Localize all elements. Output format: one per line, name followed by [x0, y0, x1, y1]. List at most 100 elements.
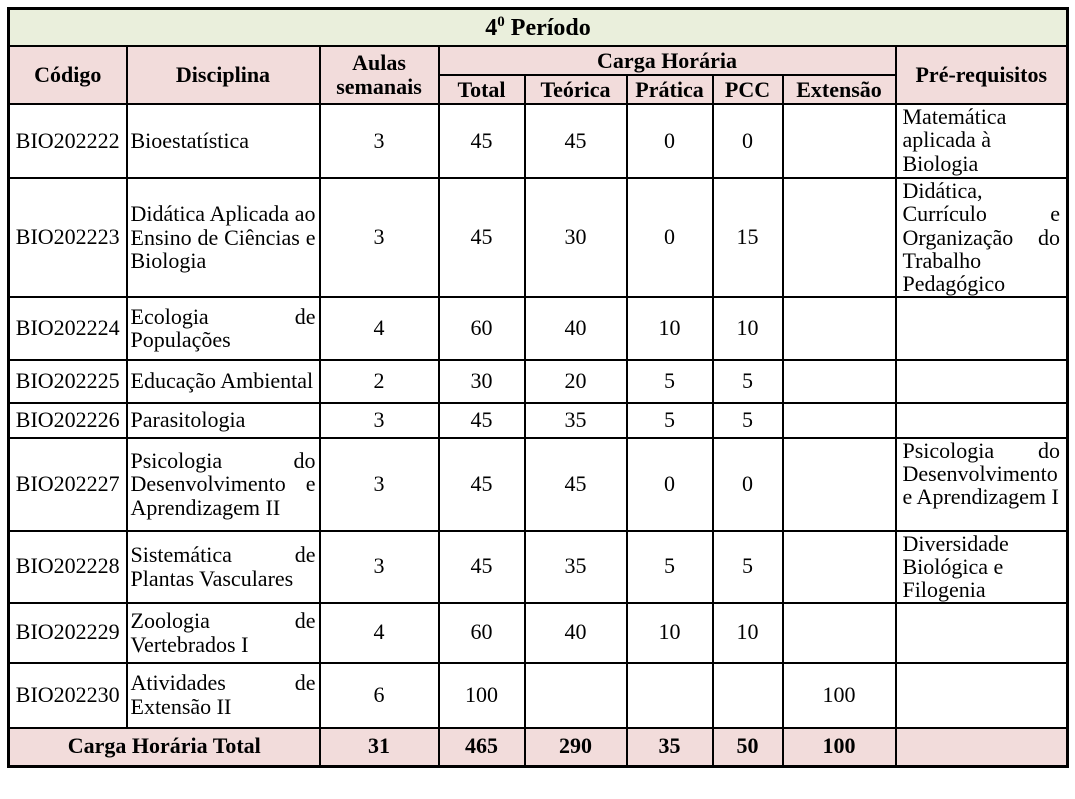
aulas-cell: 4 [318, 295, 440, 361]
pratica-cell [625, 661, 714, 729]
pcc-cell: 5 [711, 529, 784, 604]
prereq-cell [894, 401, 1069, 439]
aulas-cell: 6 [318, 661, 440, 729]
total-cell: 30 [437, 358, 526, 404]
extensao-cell [781, 529, 897, 604]
pcc-cell: 10 [711, 295, 784, 361]
table-row: BIO202225 Educação Ambiental 2 30 20 5 5 [7, 358, 1069, 404]
extensao-cell [781, 436, 897, 532]
disciplina-cell: Atividades de Extensão II [125, 661, 321, 729]
teorica-cell: 20 [523, 358, 628, 404]
codigo-cell: BIO202223 [7, 177, 128, 298]
codigo-cell: BIO202226 [7, 401, 128, 439]
period-number: 4 [485, 14, 498, 41]
total-cell: 45 [437, 436, 526, 532]
pratica-cell: 10 [625, 601, 714, 664]
period-title: 40 Período [7, 7, 1069, 47]
total-cell: 45 [437, 529, 526, 604]
total-cell: 60 [437, 601, 526, 664]
prereq-cell: Diversidade Biológica e Filogenia [894, 529, 1069, 604]
header-pratica: Prática [625, 74, 714, 105]
disciplina-cell: Sistemática de Plantas Vasculares [125, 529, 321, 604]
pcc-cell: 15 [711, 177, 784, 298]
total-cell: 45 [437, 401, 526, 439]
pratica-cell: 10 [625, 295, 714, 361]
totals-total: 465 [437, 726, 526, 767]
header-codigo: Código [7, 45, 128, 105]
teorica-cell: 35 [523, 529, 628, 604]
codigo-cell: BIO202230 [7, 661, 128, 729]
pratica-cell: 5 [625, 529, 714, 604]
header-aulas-semanais: Aulas semanais [318, 45, 440, 105]
table-row: BIO202227 Psicologia do Desenvolvimento … [7, 436, 1069, 532]
table-row: BIO202230 Atividades de Extensão II 6 10… [7, 661, 1069, 729]
teorica-cell: 40 [523, 601, 628, 664]
period-ordinal: 0 [497, 13, 505, 30]
aulas-cell: 3 [318, 436, 440, 532]
total-cell: 45 [437, 177, 526, 298]
pratica-cell: 0 [625, 436, 714, 532]
prereq-cell: Psicologia do Desenvolvimento e Aprendiz… [894, 436, 1069, 532]
extensao-cell [781, 295, 897, 361]
disciplina-cell: Zoologia de Vertebrados I [125, 601, 321, 664]
codigo-cell: BIO202222 [7, 103, 128, 179]
totals-pratica: 35 [625, 726, 714, 767]
disciplina-cell: Psicologia do Desenvolvimento e Aprendiz… [125, 436, 321, 532]
totals-pcc: 50 [711, 726, 784, 767]
prereq-cell: Didática, Currículo e Organização do Tra… [894, 177, 1069, 298]
table-row: BIO202228 Sistemática de Plantas Vascula… [7, 529, 1069, 604]
extensao-cell: 100 [781, 661, 897, 729]
period-title-row: 40 Período [7, 7, 1069, 47]
table-row: BIO202222 Bioestatística 3 45 45 0 0 Mat… [7, 103, 1069, 179]
pcc-cell [711, 661, 784, 729]
header-row-top: Código Disciplina Aulas semanais Carga H… [7, 45, 1069, 105]
extensao-cell [781, 358, 897, 404]
pratica-cell: 5 [625, 358, 714, 404]
pcc-cell: 0 [711, 103, 784, 179]
disciplina-cell: Bioestatística [125, 103, 321, 179]
teorica-cell: 45 [523, 436, 628, 532]
disciplina-cell: Ecologia de Populações [125, 295, 321, 361]
codigo-cell: BIO202229 [7, 601, 128, 664]
aulas-cell: 3 [318, 177, 440, 298]
totals-extensao: 100 [781, 726, 897, 767]
pcc-cell: 5 [711, 401, 784, 439]
pratica-cell: 0 [625, 103, 714, 179]
prereq-cell [894, 295, 1069, 361]
totals-label: Carga Horária Total [7, 726, 321, 767]
table-row: BIO202229 Zoologia de Vertebrados I 4 60… [7, 601, 1069, 664]
prereq-cell: Matemática aplicada à Biologia [894, 103, 1069, 179]
disciplina-cell: Parasitologia [125, 401, 321, 439]
totals-aulas: 31 [318, 726, 440, 767]
extensao-cell [781, 401, 897, 439]
header-teorica: Teórica [523, 74, 628, 105]
prereq-cell [894, 358, 1069, 404]
aulas-cell: 3 [318, 529, 440, 604]
codigo-cell: BIO202225 [7, 358, 128, 404]
prereq-cell [894, 601, 1069, 664]
extensao-cell [781, 103, 897, 179]
pcc-cell: 0 [711, 436, 784, 532]
aulas-cell: 3 [318, 103, 440, 179]
teorica-cell: 40 [523, 295, 628, 361]
pcc-cell: 10 [711, 601, 784, 664]
teorica-cell: 30 [523, 177, 628, 298]
aulas-cell: 3 [318, 401, 440, 439]
extensao-cell [781, 177, 897, 298]
total-cell: 45 [437, 103, 526, 179]
pratica-cell: 5 [625, 401, 714, 439]
period-name: Período [510, 14, 591, 41]
total-cell: 60 [437, 295, 526, 361]
aulas-cell: 4 [318, 601, 440, 664]
pratica-cell: 0 [625, 177, 714, 298]
header-pre-requisitos: Pré-requisitos [894, 45, 1069, 105]
codigo-cell: BIO202228 [7, 529, 128, 604]
extensao-cell [781, 601, 897, 664]
header-total: Total [437, 74, 526, 105]
pcc-cell: 5 [711, 358, 784, 404]
teorica-cell [523, 661, 628, 729]
header-pcc: PCC [711, 74, 784, 105]
total-cell: 100 [437, 661, 526, 729]
table-row: BIO202223 Didática Aplicada ao Ensino de… [7, 177, 1069, 298]
codigo-cell: BIO202224 [7, 295, 128, 361]
